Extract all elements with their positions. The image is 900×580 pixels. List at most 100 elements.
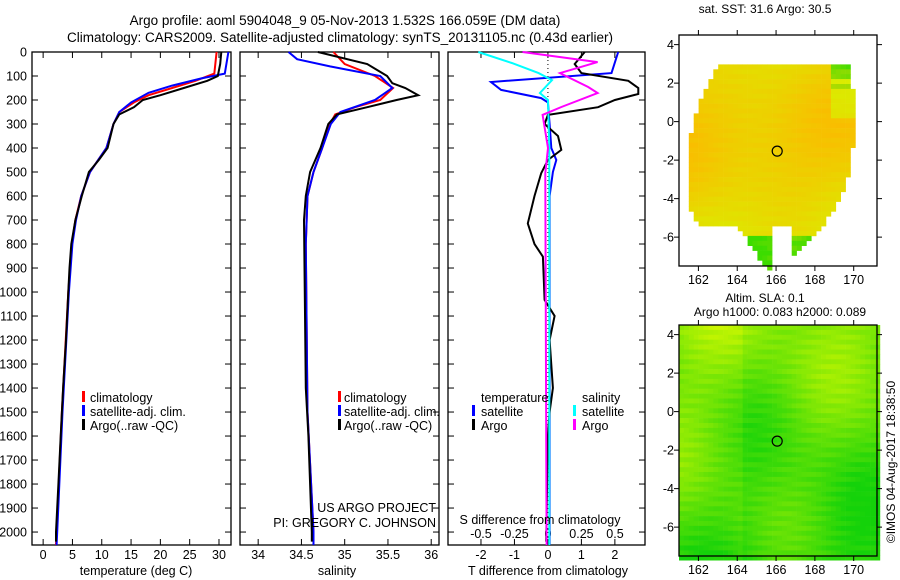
map-cell	[821, 123, 827, 129]
map-cell	[781, 128, 788, 134]
map-cell	[728, 167, 734, 173]
map-cell	[728, 496, 734, 502]
map-cell	[718, 211, 724, 217]
map-cell	[781, 186, 788, 193]
map-cell	[781, 221, 788, 227]
map-cell	[830, 133, 837, 139]
map-cell	[786, 413, 792, 419]
map-cell	[718, 147, 724, 153]
map-cell	[742, 118, 748, 124]
map-cell	[752, 98, 758, 104]
map-cell	[693, 413, 699, 419]
map-cell	[835, 437, 841, 443]
map-cell	[816, 535, 822, 541]
map-cell	[757, 250, 763, 256]
map-cell	[728, 98, 734, 104]
map-cell	[728, 196, 734, 202]
map-cell	[683, 339, 690, 345]
map-cell	[757, 486, 763, 492]
map-cell	[752, 354, 758, 360]
map-cell	[791, 550, 797, 556]
map-cell	[870, 383, 876, 389]
map-cell	[757, 378, 763, 385]
map-cell	[816, 418, 822, 424]
map-cell	[860, 442, 866, 448]
map-cell	[718, 462, 724, 468]
map-cell	[762, 103, 768, 109]
map-cell	[728, 177, 734, 183]
map-cell	[747, 344, 753, 350]
map-cell	[693, 511, 699, 517]
map-cell	[698, 201, 704, 207]
map-cell	[713, 472, 719, 478]
map-cell	[732, 172, 739, 178]
map-cell	[845, 408, 851, 414]
map-cell	[762, 226, 768, 232]
map-cell	[845, 427, 851, 434]
map-cell	[816, 413, 822, 419]
map-cell	[698, 408, 704, 414]
map-cell	[679, 378, 685, 385]
map-cell	[757, 550, 763, 556]
map-cell	[708, 157, 714, 163]
map-cell	[850, 133, 856, 139]
map-cell	[816, 374, 822, 380]
x-tick-label: 0	[544, 548, 551, 562]
map-cell	[845, 137, 851, 144]
map-cell	[718, 457, 724, 463]
map-cell	[791, 476, 797, 483]
map-cell	[742, 191, 748, 197]
map-cell	[762, 550, 768, 556]
map-cell	[830, 491, 837, 497]
map-cell	[718, 413, 724, 419]
map-cell	[801, 177, 807, 183]
map-cell	[742, 369, 748, 375]
map-cell	[772, 133, 778, 139]
map-cell	[723, 423, 729, 429]
map-cell	[826, 408, 832, 414]
map-cell	[840, 329, 846, 336]
map-cell	[865, 545, 871, 551]
map-cell	[767, 521, 773, 527]
map-cell	[845, 172, 851, 178]
map-cell	[742, 408, 748, 414]
map-cell	[747, 467, 753, 473]
map-cell	[752, 177, 758, 183]
map-cell	[830, 403, 837, 409]
map-cell	[816, 182, 822, 188]
map-cell	[830, 481, 837, 487]
map-cell	[762, 260, 768, 266]
map-cell	[801, 437, 807, 443]
map-cell	[742, 540, 748, 546]
legend-label: climatology	[344, 391, 407, 405]
legend-label: satellite-adj. clim.	[90, 405, 186, 419]
map-cell	[698, 491, 704, 497]
map-cell	[835, 339, 841, 345]
map-cell	[698, 354, 704, 360]
map-cell	[752, 113, 758, 119]
map-cell	[855, 383, 861, 389]
map-cell	[757, 167, 763, 173]
map-cell	[791, 64, 797, 70]
map-cell	[752, 240, 758, 246]
map-cell	[821, 496, 827, 502]
y-tick-label: 4	[667, 38, 674, 52]
map-cell	[811, 432, 817, 438]
map-cell	[752, 191, 758, 197]
map-cell	[723, 64, 729, 70]
map-cell	[796, 398, 802, 404]
map-cell	[811, 378, 817, 385]
map-cell	[713, 191, 719, 197]
map-cell	[826, 491, 832, 497]
map-cell	[723, 334, 729, 340]
map-cell	[835, 98, 841, 104]
map-cell	[816, 398, 822, 404]
map-cell	[703, 201, 709, 207]
map-cell	[870, 408, 876, 414]
map-cell	[772, 472, 778, 478]
map-cell	[757, 334, 763, 340]
map-cell	[767, 481, 773, 487]
map-cell	[845, 69, 851, 75]
map-cell	[781, 334, 788, 340]
map-cell	[826, 79, 832, 85]
